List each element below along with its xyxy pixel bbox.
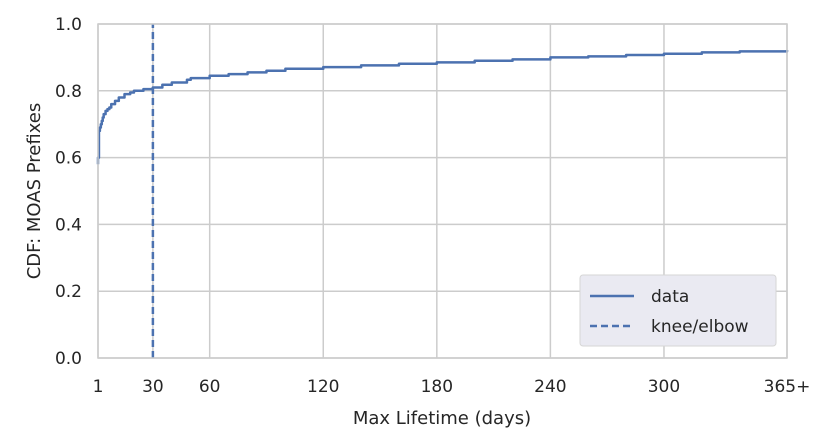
x-tick-label: 30: [142, 377, 164, 397]
legend-box: [579, 274, 777, 347]
y-tick-labels: 0.0 0.2 0.4 0.6 0.8 1.0: [55, 15, 82, 369]
y-tick-label: 1.0: [55, 15, 82, 35]
x-tick-label: 365+: [764, 377, 811, 397]
y-axis-label: CDF: MOAS Prefixes: [24, 103, 45, 280]
x-axis-label: Max Lifetime (days): [353, 408, 531, 429]
y-tick-label: 0.4: [55, 215, 82, 235]
series-layer: [96, 24, 789, 358]
plot-frame: [97, 23, 788, 359]
x-tick-labels: 1 30 60 120 180 240 300 365+: [93, 377, 811, 397]
x-tick-label: 60: [199, 377, 221, 397]
y-tick-label: 0.2: [55, 282, 82, 302]
legend-label-data: data: [651, 287, 689, 307]
x-tick-label: 1: [93, 377, 104, 397]
legend: data knee/elbow: [579, 274, 777, 347]
y-tick-label: 0.6: [55, 149, 82, 169]
x-tick-label: 120: [307, 377, 339, 397]
series-line-data: [96, 50, 789, 165]
y-tick-label: 0.8: [55, 82, 82, 102]
x-tick-label: 180: [421, 377, 453, 397]
y-tick-label: 0.0: [55, 349, 82, 369]
x-tick-label: 240: [534, 377, 566, 397]
x-tick-label: 300: [648, 377, 680, 397]
legend-label-knee-elbow: knee/elbow: [651, 317, 749, 337]
